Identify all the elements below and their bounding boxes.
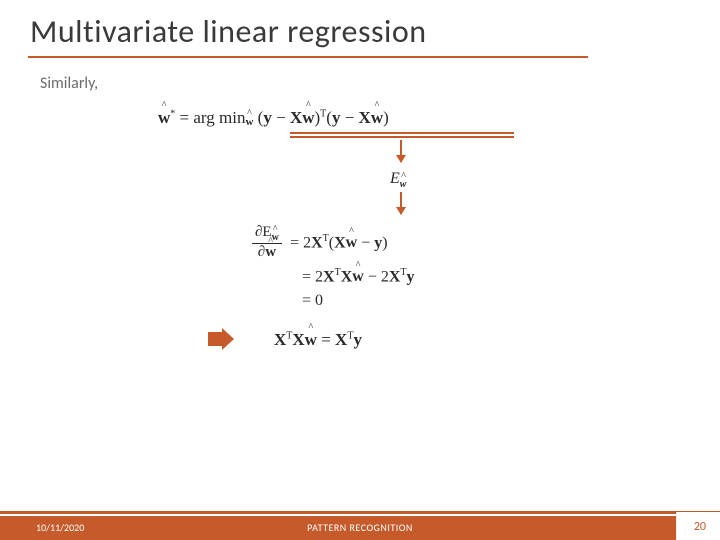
double-underline [290, 132, 514, 138]
p-close: ) [382, 234, 387, 251]
Xf1: X [274, 330, 286, 349]
slide: Multivariate linear regression Similarly… [0, 0, 720, 540]
page-number: 20 [694, 520, 706, 534]
title-underline [28, 56, 588, 58]
eq-X2: X [359, 108, 371, 127]
Xf3: X [335, 330, 347, 349]
line3: = 0 [302, 292, 415, 310]
eq-sign: = [290, 234, 303, 251]
E-sym: E [390, 170, 400, 187]
eq-paren4: ) [383, 108, 389, 127]
minus3: − [357, 234, 374, 251]
arrow-down-icon [400, 192, 402, 214]
eq-minus2: − [340, 108, 358, 127]
intro-text: Similarly, [40, 74, 98, 93]
X5: X [323, 268, 335, 285]
line2a: = 2 [302, 268, 323, 285]
line2b: − 2 [364, 268, 389, 285]
X4: X [334, 234, 346, 251]
eq-derivative: ∂Ew ∂w = 2XT(Xw − y) = 2XTXw − 2XTy = 0 [252, 224, 415, 310]
eq-op: = arg min [180, 108, 246, 127]
eq-X: X [290, 108, 302, 127]
eq-normal-equation: XTXw = XTy [274, 330, 362, 350]
arrow-down-icon [400, 140, 402, 162]
X3: X [311, 234, 323, 251]
y4: y [407, 268, 415, 285]
X7: X [389, 268, 401, 285]
yf: y [353, 330, 362, 349]
Xf2: X [292, 330, 304, 349]
footer-accent-line [0, 511, 720, 514]
X6: X [341, 268, 353, 285]
partial-den: ∂ [258, 244, 265, 260]
arrow-right-icon [208, 328, 234, 350]
eq-minus: − [272, 108, 290, 127]
page-title: Multivariate linear regression [30, 12, 427, 51]
eqf: = [317, 330, 335, 349]
two: 2 [303, 234, 311, 251]
eq-y: y [263, 108, 272, 127]
footer: 10/11/2020 PATTERN RECOGNITION 20 [0, 512, 720, 540]
eq-argmin: w* = arg minw (y − Xw)T(y − Xw) [158, 108, 389, 128]
eq-energy: Ew [390, 170, 406, 190]
footer-title: PATTERN RECOGNITION [0, 521, 720, 534]
